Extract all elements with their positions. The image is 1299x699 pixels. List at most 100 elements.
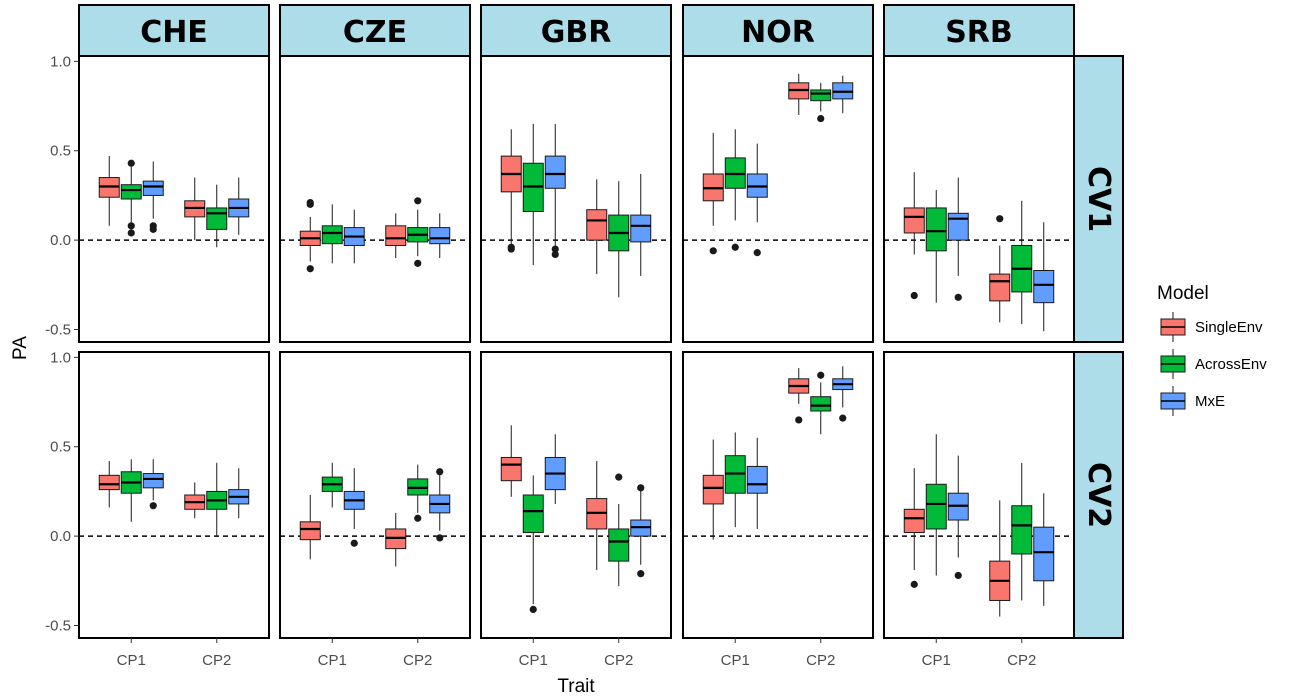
x-tick-label-cp2: CP2 <box>202 652 231 669</box>
box-acrossenv-cp2 <box>206 184 228 248</box>
box-acrossenv-cp1 <box>724 432 746 528</box>
panel-cv1-srb <box>883 55 1075 343</box>
box-mxe-cp2 <box>630 484 652 578</box>
box-mxe <box>142 180 164 196</box>
outlier-point <box>350 539 358 547</box>
box-singleenv <box>903 207 925 234</box>
box-mxe-cp2 <box>228 468 250 519</box>
y-tick-label: 0.5 <box>50 143 71 160</box>
box-mxe-cp1 <box>746 143 768 257</box>
box-acrossenv <box>810 89 832 102</box>
box-mxe-cp1 <box>947 177 969 301</box>
outlier-point <box>817 371 825 379</box>
x-tick-label-cp1: CP1 <box>519 652 548 669</box>
box-singleenv <box>500 456 522 482</box>
box-acrossenv <box>321 225 343 245</box>
outlier-point <box>414 259 422 267</box>
outlier-point <box>637 570 645 578</box>
y-tick-label: 0.5 <box>50 439 71 456</box>
outlier-point <box>127 229 135 237</box>
box-singleenv-cp1 <box>702 132 724 255</box>
outlier-point <box>414 197 422 205</box>
box-singleenv <box>702 474 724 505</box>
panel-cv2-srb <box>883 351 1075 639</box>
box-acrossenv-cp1 <box>321 462 343 508</box>
outlier-point <box>507 245 515 253</box>
facet-panels: CHE CZE GBR NOR SRB CV1 CV2 <box>78 4 1124 639</box>
outlier-point <box>127 222 135 230</box>
row-strip-label-cv2: CV2 <box>1081 462 1116 528</box>
box-singleenv <box>989 273 1011 302</box>
box-mxe-cp2 <box>630 173 652 276</box>
y-tick-label: 1.0 <box>50 53 71 70</box>
outlier-point <box>149 502 157 510</box>
box-singleenv <box>586 209 608 241</box>
box-mxe-cp1 <box>343 468 365 547</box>
legend-label-acrossenv: AcrossEnv <box>1195 356 1267 373</box>
panel-frame <box>480 351 672 639</box>
panel-frame <box>480 55 672 343</box>
box-mxe-cp1 <box>142 161 164 233</box>
panel-cv2-nor <box>682 351 874 639</box>
box-acrossenv-cp2 <box>407 464 429 522</box>
box-acrossenv-cp2 <box>1011 200 1033 325</box>
box-acrossenv <box>120 184 142 200</box>
panel-cv2-gbr <box>480 351 672 639</box>
x-tick-label-cp1: CP1 <box>117 652 146 669</box>
y-tick-label: -0.5 <box>45 617 71 634</box>
box-mxe-cp1 <box>544 123 566 259</box>
outlier-point <box>910 291 918 300</box>
box-acrossenv-cp1 <box>522 123 544 266</box>
box-acrossenv-cp1 <box>925 190 947 303</box>
box-acrossenv-cp1 <box>120 459 142 522</box>
row-strip-cv2 <box>1073 351 1124 639</box>
outlier-point <box>149 225 157 233</box>
panel-cv2-che <box>78 351 270 639</box>
panel-frame <box>883 351 1075 639</box>
outlier-point <box>996 215 1004 223</box>
legend-key-singleenv: SingleEnv <box>1160 312 1263 342</box>
box-acrossenv <box>925 207 947 252</box>
outlier-point <box>637 484 645 492</box>
y-axis: 1.0 0.5 0.0 -0.5 1.0 0.5 0.0 -0.5 <box>45 53 79 634</box>
outlier-point <box>551 250 559 259</box>
box-acrossenv-cp2 <box>1011 462 1033 601</box>
panel-cv1-nor <box>682 55 874 343</box>
box-mxe <box>630 214 652 243</box>
legend-key-mxe: MxE <box>1160 386 1225 416</box>
legend-label-singleenv: SingleEnv <box>1195 319 1263 336</box>
box-singleenv-cp1 <box>500 425 522 497</box>
y-tick-label: 1.0 <box>50 349 71 366</box>
box-acrossenv-cp2 <box>407 197 429 267</box>
box-mxe <box>1033 526 1055 582</box>
column-strip-label-srb: SRB <box>945 15 1013 50</box>
outlier-point <box>529 605 537 614</box>
box-singleenv-cp1 <box>299 495 321 560</box>
box-acrossenv-cp1 <box>724 129 746 251</box>
box-singleenv <box>385 225 407 246</box>
box-singleenv-cp1 <box>903 172 925 300</box>
box-mxe-cp1 <box>947 455 969 580</box>
outlier-point <box>127 159 135 167</box>
column-strip-label-cze: CZE <box>343 15 407 50</box>
outlier-point <box>306 265 314 273</box>
outlier-point <box>709 247 717 255</box>
outlier-point <box>551 245 559 253</box>
column-strip-cze <box>279 4 471 57</box>
box-singleenv-cp2 <box>586 461 608 571</box>
box-acrossenv-cp2 <box>810 82 832 123</box>
box-singleenv-cp2 <box>788 73 810 115</box>
box-mxe-cp2 <box>429 468 451 542</box>
panel-frame <box>279 55 471 343</box>
x-axis-title: Trait <box>557 676 595 697</box>
y-tick-label: -0.5 <box>45 321 71 338</box>
x-tick-label-cp2: CP2 <box>403 652 432 669</box>
box-mxe-cp2 <box>429 213 451 258</box>
x-tick-label-cp2: CP2 <box>604 652 633 669</box>
column-strip-che <box>78 4 270 57</box>
outlier-point <box>436 468 444 476</box>
outlier-point <box>817 114 825 123</box>
row-strip-label-cv1: CV1 <box>1081 166 1116 232</box>
box-acrossenv <box>522 494 544 534</box>
x-tick-label-cp2: CP2 <box>806 652 835 669</box>
